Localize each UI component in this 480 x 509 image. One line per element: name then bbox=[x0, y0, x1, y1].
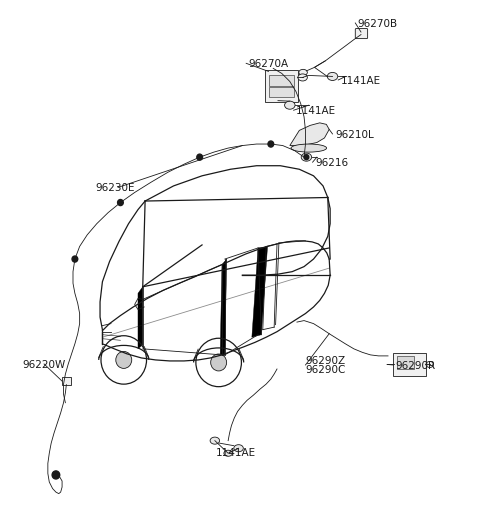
Ellipse shape bbox=[299, 70, 307, 76]
FancyBboxPatch shape bbox=[265, 71, 298, 102]
Ellipse shape bbox=[224, 450, 232, 457]
FancyBboxPatch shape bbox=[355, 30, 368, 40]
Text: 96230E: 96230E bbox=[96, 183, 135, 193]
Ellipse shape bbox=[234, 445, 243, 452]
FancyBboxPatch shape bbox=[393, 353, 426, 376]
Ellipse shape bbox=[301, 154, 312, 162]
FancyBboxPatch shape bbox=[269, 88, 294, 98]
Polygon shape bbox=[290, 124, 329, 146]
Ellipse shape bbox=[327, 73, 338, 81]
Ellipse shape bbox=[291, 145, 326, 153]
Text: 96270A: 96270A bbox=[249, 59, 288, 69]
Text: 96216: 96216 bbox=[315, 158, 348, 168]
Circle shape bbox=[52, 471, 60, 479]
Ellipse shape bbox=[426, 362, 433, 368]
Text: 96290R: 96290R bbox=[396, 360, 436, 370]
Ellipse shape bbox=[298, 75, 307, 82]
Circle shape bbox=[268, 142, 274, 148]
Circle shape bbox=[118, 200, 123, 206]
FancyBboxPatch shape bbox=[61, 377, 71, 385]
Text: 96220W: 96220W bbox=[23, 359, 66, 369]
Circle shape bbox=[72, 257, 78, 263]
Polygon shape bbox=[138, 287, 143, 349]
Text: 1141AE: 1141AE bbox=[296, 106, 336, 116]
Circle shape bbox=[211, 354, 227, 371]
Text: 1141AE: 1141AE bbox=[341, 76, 381, 86]
Text: 1141AE: 1141AE bbox=[216, 447, 255, 457]
Circle shape bbox=[304, 155, 309, 160]
Ellipse shape bbox=[210, 437, 219, 444]
Circle shape bbox=[116, 352, 132, 369]
Text: 96290Z: 96290Z bbox=[305, 355, 346, 365]
FancyBboxPatch shape bbox=[396, 356, 414, 369]
FancyBboxPatch shape bbox=[269, 76, 294, 87]
Ellipse shape bbox=[285, 102, 295, 110]
Polygon shape bbox=[252, 247, 267, 337]
Text: 96290C: 96290C bbox=[305, 364, 346, 374]
Text: 96270B: 96270B bbox=[358, 19, 398, 29]
Circle shape bbox=[197, 155, 203, 161]
Polygon shape bbox=[220, 260, 227, 361]
Text: 96210L: 96210L bbox=[335, 130, 373, 139]
